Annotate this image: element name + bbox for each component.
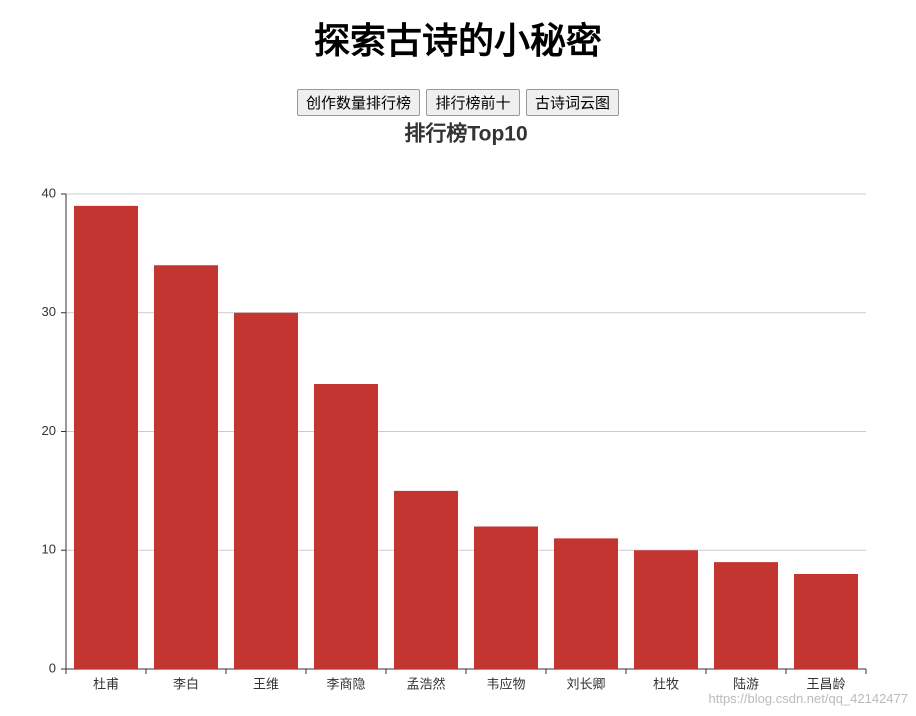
y-tick-label: 30 <box>42 304 56 319</box>
bar <box>394 490 458 669</box>
x-tick-label: 李白 <box>173 676 199 691</box>
page-title: 探索古诗的小秘密 <box>313 20 602 61</box>
nav-button[interactable]: 排行榜前十 <box>426 89 520 116</box>
y-tick-label: 0 <box>49 660 56 675</box>
x-tick-label: 陆游 <box>733 676 759 691</box>
x-tick-label: 王昌龄 <box>806 676 845 691</box>
bar <box>554 538 618 669</box>
x-tick-label: 杜牧 <box>653 676 679 691</box>
x-tick-label: 杜甫 <box>93 676 119 691</box>
bar <box>474 526 538 669</box>
y-tick-label: 20 <box>42 423 56 438</box>
x-tick-label: 刘长卿 <box>566 676 605 691</box>
bar <box>714 562 778 669</box>
bar <box>234 312 298 669</box>
bar <box>154 265 218 669</box>
bar <box>314 384 378 669</box>
chart-title: 排行榜Top10 <box>404 122 527 146</box>
x-tick-label: 李商隐 <box>326 676 365 691</box>
bar <box>634 550 698 669</box>
x-tick-label: 孟浩然 <box>406 676 445 691</box>
x-tick-label: 王维 <box>253 676 279 691</box>
nav-button[interactable]: 创作数量排行榜 <box>297 89 421 116</box>
bar <box>794 574 858 669</box>
bar <box>74 205 138 669</box>
watermark: https://blog.csdn.net/qq_42142477 <box>708 691 909 706</box>
button-bar: 创作数量排行榜 排行榜前十 古诗词云图 <box>0 89 916 116</box>
nav-button[interactable]: 古诗词云图 <box>525 89 619 116</box>
y-tick-label: 10 <box>42 542 56 557</box>
y-tick-label: 40 <box>42 185 56 200</box>
x-tick-label: 韦应物 <box>486 676 525 691</box>
